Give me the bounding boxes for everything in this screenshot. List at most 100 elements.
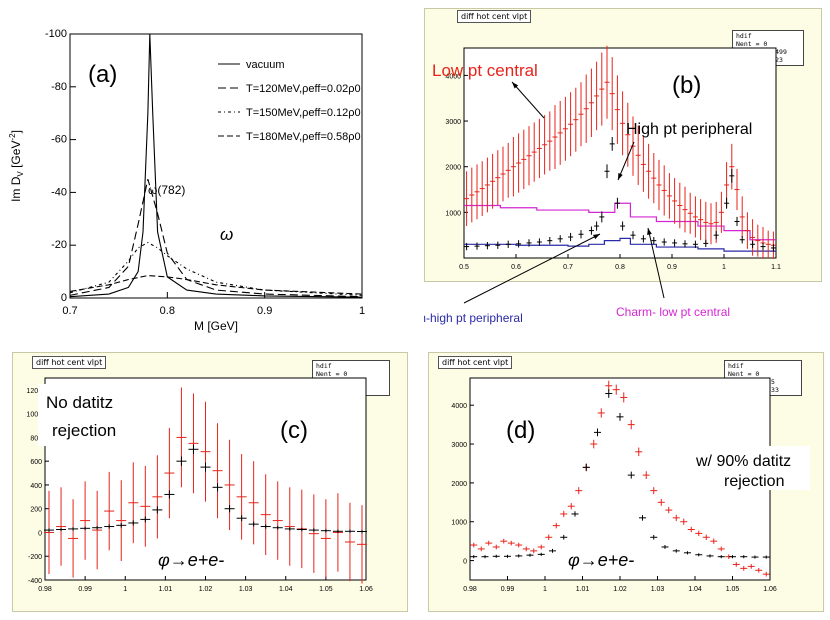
annotation-low-pt: Low pt central	[432, 61, 538, 80]
annotation-rejection: rejection	[724, 473, 784, 490]
stat-line: Nent = 0	[728, 370, 760, 378]
chart-c: 0.98 0.99 1 1.01 1.02 1.03 1.04 1.05 1.06 -400 -20…	[26, 377, 373, 593]
legend-entry: T=150MeV,ρeff=0.12ρ0	[246, 107, 361, 119]
legend-entry: T=120MeV,ρeff=0.02ρ0	[246, 83, 361, 95]
y-tick-label: 0	[61, 292, 67, 304]
y-tick-label: -60	[51, 134, 67, 146]
panel-c: diff hot cent vlpt hdif Nent = 0 Mean = …	[12, 352, 410, 614]
annotation-charm-high: Charm-high pt peripheral	[424, 311, 523, 325]
y-tick-label: 3000	[445, 119, 461, 126]
stat-line: hdif	[728, 362, 744, 370]
x-tick-label: 0.98	[38, 586, 52, 593]
annotation-dalitz: w/ 90% datitz	[695, 453, 791, 470]
x-tick-label: 0.99	[501, 586, 515, 593]
y-tick-label: -100	[45, 28, 67, 40]
legend-entry: vacuum	[246, 59, 285, 71]
chart-a: 0.7 0.8 0.9 1 0 -20 -40 -60 -80 -100 vacuum T=120Me…	[8, 28, 365, 333]
x-tick-label: 1.06	[763, 586, 777, 593]
series-line-3	[69, 275, 363, 295]
arrow-low-pt	[511, 81, 545, 119]
y-tick-label: 4000	[445, 73, 461, 80]
panel-b: diff hot cent vlpt hdif Nent = 0 Mean = …	[424, 8, 824, 330]
x-tick-label: 0.6	[511, 264, 521, 271]
x-tick-label: 0.9	[667, 264, 677, 271]
x-tick-label: 1.01	[576, 586, 590, 593]
y-tick-label: -400	[28, 578, 42, 585]
x-tick-label: 0.8	[615, 264, 625, 271]
x-tick-label: 1	[123, 586, 127, 593]
panel-label: (d)	[506, 417, 535, 444]
y-tick-label: -200	[28, 554, 42, 561]
x-tick-label: 1.03	[651, 586, 665, 593]
x-axis-label: M [GeV]	[194, 319, 238, 333]
plot-area	[463, 47, 777, 259]
series-line-0	[69, 33, 363, 298]
x-tick-label: 1.03	[239, 586, 253, 593]
y-tick-label: 800	[30, 435, 42, 442]
x-tick-label: 0.7	[563, 264, 573, 271]
annotation-phi: φ→e+e-	[158, 550, 224, 570]
arrow-charm-low-head	[647, 228, 652, 235]
stat-line: hdif	[736, 32, 752, 40]
x-tick-label: 1.06	[359, 586, 373, 593]
y-tick-label: 3000	[451, 442, 467, 449]
x-tick-label: 1	[543, 586, 547, 593]
x-tick-label: 0.98	[463, 586, 477, 593]
panel-label: (c)	[280, 417, 308, 444]
annotation-charm-low: Charm- low pt central	[616, 305, 730, 319]
y-tick-label: 2000	[451, 481, 467, 488]
annotation-rejection: rejection	[52, 421, 116, 440]
step-series-1	[464, 237, 776, 252]
plot-area	[69, 33, 363, 299]
arrow-charm-high-head	[593, 234, 600, 240]
arrow-low-pt-head	[512, 82, 519, 89]
x-tick-label: 1.05	[319, 586, 333, 593]
x-tick-label: 1.01	[159, 586, 173, 593]
x-tick-label: 0.99	[78, 586, 92, 593]
y-tick-label: -40	[51, 186, 67, 198]
x-tick-label: 1	[359, 305, 365, 317]
x-tick-label: 0.9	[257, 305, 272, 317]
stat-line: Nent = 0	[316, 370, 348, 378]
x-tick-label: 0.8	[160, 305, 175, 317]
annotation-high-pt: High pt peripheral	[626, 121, 752, 138]
stat-line: Nent = 0	[736, 40, 768, 48]
x-tick-label: 1	[722, 264, 726, 271]
chart-d: 0.98 0.99 1 1.01 1.02 1.03 1.04 1.05 1.06 0 1000 20…	[451, 377, 810, 593]
tab-title-b[interactable]: diff hot cent vlpt	[457, 10, 532, 23]
tab-title-d[interactable]: diff hot cent vlpt	[438, 356, 513, 369]
y-tick-label: 2000	[445, 165, 461, 172]
annotation-bg	[690, 446, 810, 490]
panel-label: (b)	[672, 72, 701, 99]
panel-a: 0.7 0.8 0.9 1 0 -20 -40 -60 -80 -100 vacuum T=120Me…	[0, 0, 400, 340]
y-tick-label: 1000	[451, 520, 467, 527]
tab-title-c[interactable]: diff hot cent vlpt	[32, 356, 107, 369]
x-tick-label: 1.05	[726, 586, 740, 593]
x-tick-label: 1.04	[279, 586, 293, 593]
peak-annotation: ω(782)	[148, 183, 185, 197]
annotation-phi: φ→e+e-	[568, 550, 634, 570]
arrow-charm-low	[647, 227, 665, 299]
legend-entry: T=180MeV,ρeff=0.58ρ0	[246, 131, 361, 143]
series-line-2	[69, 241, 363, 296]
y-tick-label: 1000	[445, 210, 461, 217]
arrow-high-pt-head	[618, 173, 623, 180]
y-tick-label: 400	[30, 483, 42, 490]
x-tick-label: 0.7	[62, 305, 77, 317]
y-axis-label: Im DV [GeV-2]	[8, 130, 25, 202]
arrow-charm-high	[463, 233, 601, 304]
panel-label: (a)	[88, 61, 117, 88]
y-tick-label: 1200	[26, 388, 42, 395]
arrow-high-pt	[617, 141, 635, 181]
stat-line: hdif	[316, 362, 332, 370]
y-tick-label: 1000	[26, 412, 42, 419]
y-tick-label: -80	[51, 81, 67, 93]
x-tick-label: 1.02	[613, 586, 627, 593]
x-tick-label: 0.5	[459, 264, 469, 271]
annotation-bg	[38, 384, 138, 446]
x-tick-label: 1.04	[688, 586, 702, 593]
omega-annotation: ω	[220, 225, 233, 244]
x-tick-label: 1.02	[199, 586, 213, 593]
x-tick-label: 1.1	[771, 264, 781, 271]
